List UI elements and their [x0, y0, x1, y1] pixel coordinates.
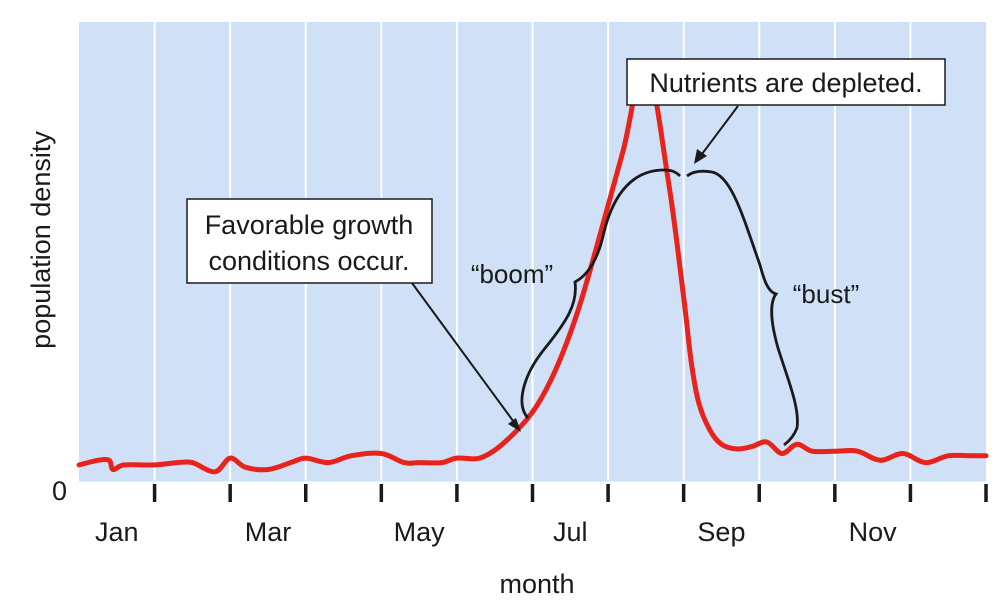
bust-label: “bust”	[793, 279, 859, 309]
x-tick-label: Jan	[95, 517, 139, 547]
depleted-callout-text: Nutrients are depleted.	[649, 68, 922, 98]
favorable-callout-line1: Favorable growth	[205, 210, 414, 240]
x-tick-label: May	[394, 517, 446, 547]
depleted-callout-box	[626, 58, 946, 106]
y-axis-label: population density	[26, 131, 56, 349]
boom-brace	[520, 168, 681, 419]
bust-brace	[686, 169, 799, 447]
favorable-callout-box	[186, 198, 433, 284]
x-ticks	[152, 484, 988, 502]
depleted-arrow-head	[694, 149, 707, 164]
favorable-arrow-shaft	[411, 282, 520, 430]
population-density-line	[76, 60, 989, 475]
boom-label: “boom”	[471, 259, 553, 289]
depleted-arrow-shaft	[698, 105, 739, 159]
y-axis-zero-label: 0	[52, 476, 67, 506]
x-tick-label: Nov	[849, 517, 898, 547]
x-axis-label: month	[499, 569, 574, 599]
x-tick-label: Mar	[245, 517, 292, 547]
x-tick-labels: Jan Mar May Jul Sep Nov	[95, 517, 897, 547]
x-tick-label: Jul	[553, 517, 588, 547]
x-tick-label: Sep	[697, 517, 745, 547]
favorable-arrow-head	[508, 418, 521, 432]
favorable-callout-line2: conditions occur.	[208, 246, 409, 276]
